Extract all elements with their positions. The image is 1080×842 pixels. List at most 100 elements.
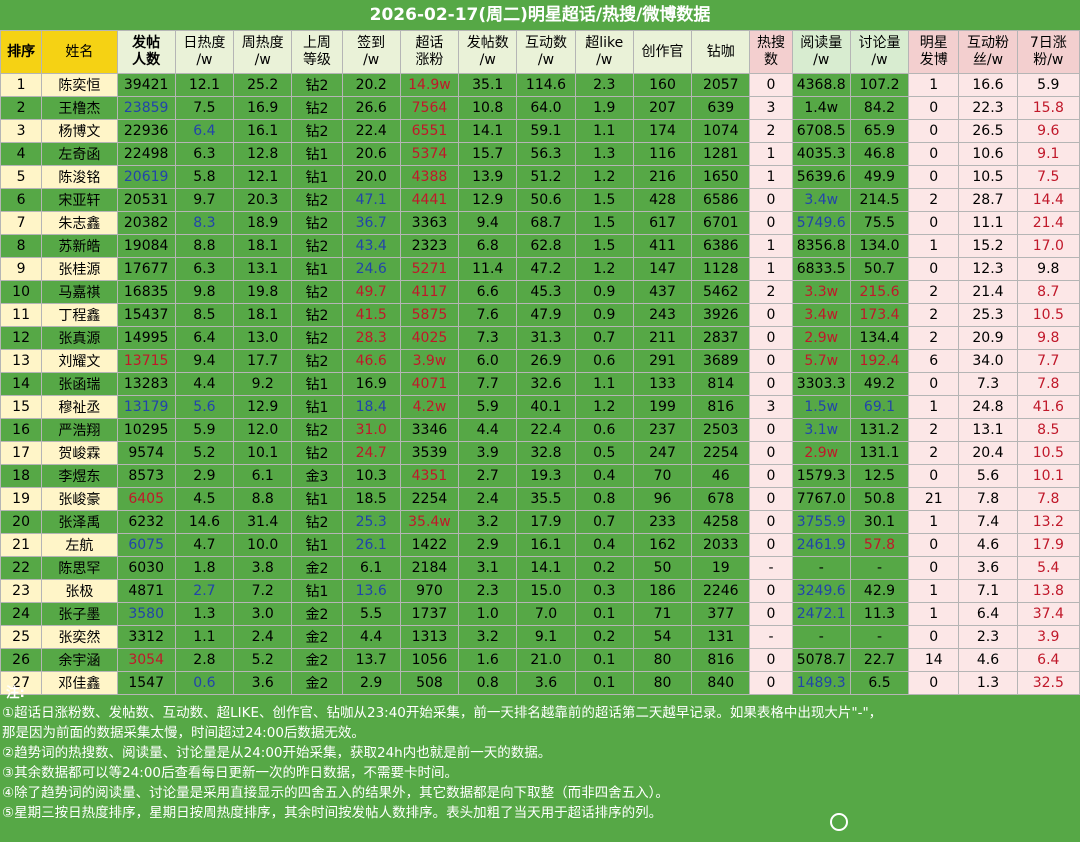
table-cell: 1 [908,579,960,603]
table-cell: 9.1 [1016,142,1080,166]
table-cell: 16.9 [341,372,401,396]
table-cell: 12.0 [233,418,293,442]
table-cell: 25.3 [341,510,401,534]
table-cell: 428 [632,188,693,212]
table-cell: 147 [632,257,693,281]
table-cell: 张桂源 [41,257,118,281]
table-cell: 0 [749,188,793,212]
table-cell: 钻1 [291,533,343,557]
table-cell: 6.5 [849,671,910,695]
table-cell: 6232 [116,510,176,534]
table-cell: 14.9w [399,73,460,97]
table-cell: 2.7 [174,579,235,603]
table-cell: 10295 [116,418,176,442]
table-cell: 9.8 [1016,326,1080,350]
column-header-label: 阅读量 [800,35,843,51]
table-cell: 2 [908,326,960,350]
table-cell: 69.1 [849,395,910,419]
table-cell: 17 [0,441,43,465]
column-header-sublabel: /w [596,52,613,68]
table-cell: 4388 [399,165,460,189]
table-cell: 18.1 [233,234,293,258]
table-cell: 46.6 [341,349,401,373]
table-cell: 7.7 [1016,349,1080,373]
column-header-sublabel: /w [537,52,555,68]
table-cell: 张真源 [41,326,118,350]
table-cell: 62.8 [516,234,576,258]
table-cell: 13179 [116,395,176,419]
table-cell: - [849,556,910,580]
table-cell: 19 [0,487,43,511]
table-cell: 钻1 [291,579,343,603]
table-cell: 7.0 [516,602,576,626]
table-cell: 12.8 [233,142,293,166]
table-cell: 32.8 [516,441,576,465]
column-header: 姓名 [41,30,118,74]
table-cell: 11.4 [458,257,518,281]
table-cell: 3303.3 [791,372,851,396]
table-cell: 1.3 [958,671,1018,695]
table-cell: 211 [632,326,693,350]
table-cell: 0.1 [574,671,634,695]
table-cell: 162 [632,533,693,557]
table-cell: 22.7 [849,648,910,672]
table-cell: 20.3 [233,188,293,212]
table-cell: 31.0 [341,418,401,442]
table-cell: 1 [908,602,960,626]
table-cell: 3 [749,395,793,419]
table-cell: 11 [0,303,43,327]
table-cell: 7.1 [958,579,1018,603]
table-cell: 6.3 [174,257,235,281]
table-row: 4 左奇函 22498 6.3 12.8 钻1 20.6 5374 15.7 56.3 1.3 116… [0,142,1080,166]
column-header: 排序 [0,30,43,74]
table-cell: 钻2 [291,234,343,258]
column-header-sublabel: 发博 [919,52,948,68]
table-cell: 26.9 [516,349,576,373]
table-cell: 9.6 [1016,119,1080,143]
table-cell: 13283 [116,372,176,396]
column-header-label: 明星 [919,35,948,51]
table-cell: 1.6 [458,648,518,672]
column-header-label: 互动数 [524,35,567,51]
table-cell: 12.5 [849,464,910,488]
table-cell: 1 [0,73,43,97]
table-cell: 4.2w [399,395,460,419]
table-cell: 2.4 [458,487,518,511]
table-cell: 6.4 [958,602,1018,626]
table-cell: 钻1 [291,257,343,281]
table-cell: 13.6 [341,579,401,603]
table-cell: 3054 [116,648,176,672]
table-cell: 42.9 [849,579,910,603]
table-cell: 25.2 [233,73,293,97]
table-cell: 0 [749,602,793,626]
table-row: 16 严浩翔 10295 5.9 12.0 钻2 31.0 3346 4.4 22.4 0.6 237… [0,418,1080,442]
table-cell: 15437 [116,303,176,327]
table-cell: 2.9w [791,441,851,465]
table-cell: 7.8 [958,487,1018,511]
table-cell: 131 [691,625,751,649]
table-cell: 15.0 [516,579,576,603]
table-cell: 20.4 [958,441,1018,465]
table-cell: 9 [0,257,43,281]
table-row: 18 李煜东 8573 2.9 6.1 金3 10.3 4351 2.7 19.3 0.4 70 46 0… [0,464,1080,488]
column-header: 热搜数 [749,30,793,74]
table-cell: 张子墨 [41,602,118,626]
table-cell: 张奕然 [41,625,118,649]
table-row: 14 张函瑞 13283 4.4 9.2 钻1 16.9 4071 7.7 32.6 1.1 133 8… [0,372,1080,396]
table-cell: 0 [908,119,960,143]
table-cell: 24.8 [958,395,1018,419]
table-cell: 15.7 [458,142,518,166]
table-cell: 13.9 [458,165,518,189]
table-cell: 2503 [691,418,751,442]
table-cell: 张峻豪 [41,487,118,511]
table-cell: 9.2 [233,372,293,396]
table-cell: 617 [632,211,693,235]
table-cell: 张泽禹 [41,510,118,534]
table-cell: 穆祉丞 [41,395,118,419]
table-cell: 10.0 [233,533,293,557]
column-header-label: 钻咖 [706,43,735,60]
table-cell: 1056 [399,648,460,672]
table-cell: 王橹杰 [41,96,118,120]
column-header: 发帖 人数 [116,30,176,74]
table-cell: 207 [632,96,693,120]
